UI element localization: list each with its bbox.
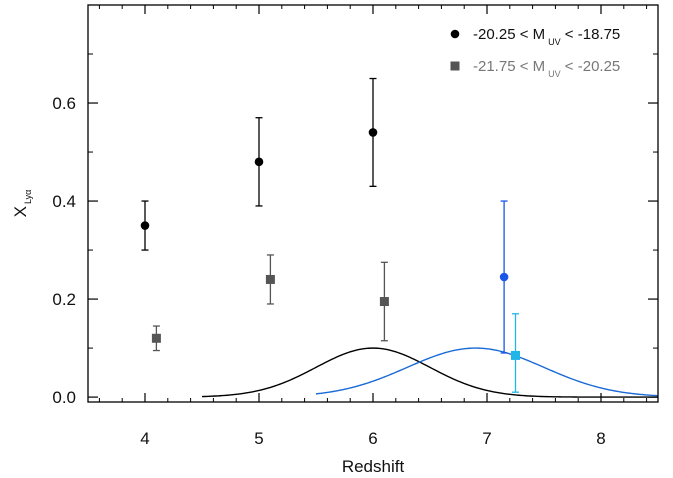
data-point-circle <box>368 128 378 137</box>
y-axis-title-text: XLyα <box>11 190 33 218</box>
data-point-square <box>379 297 389 307</box>
legend-entry-label: -20.25 < M UV < -18.75 <box>473 26 620 47</box>
x-axis-title: Redshift <box>342 457 405 476</box>
axes: 4 5 6 7 8 0.0 0.2 0.4 0.6 Redshift XLyα <box>11 4 659 476</box>
legend: -20.25 < M UV < -18.75 -21.75 < M UV < -20.… <box>450 26 620 79</box>
x-tick-label: 8 <box>596 429 605 448</box>
x-tick-label: 4 <box>140 429 149 448</box>
data-point-circle <box>140 221 150 230</box>
data-point-square <box>151 333 161 343</box>
data-point-square <box>511 350 520 360</box>
legend-marker-circle <box>450 29 460 39</box>
x-tick-label: 7 <box>482 429 491 448</box>
y-tick-label: 0.0 <box>52 388 76 407</box>
legend-marker-square <box>450 61 460 71</box>
data-point-square <box>265 274 275 284</box>
x-tick-label: 6 <box>368 429 377 448</box>
legend-entry-label: -21.75 < M UV < -20.25 <box>473 58 620 79</box>
y-tick-label: 0.6 <box>52 94 76 113</box>
data-points <box>140 77 520 393</box>
x-tick-label: 5 <box>254 429 263 448</box>
data-point-circle <box>254 157 264 167</box>
y-tick-label: 0.2 <box>52 290 76 309</box>
y-axis-title: XLyα <box>11 190 33 218</box>
data-point-circle <box>499 272 509 282</box>
model-curves <box>201 347 659 398</box>
y-tick-label: 0.4 <box>52 192 76 211</box>
gaussian-curve-0 <box>201 347 658 398</box>
gaussian-curve-1 <box>315 347 659 397</box>
